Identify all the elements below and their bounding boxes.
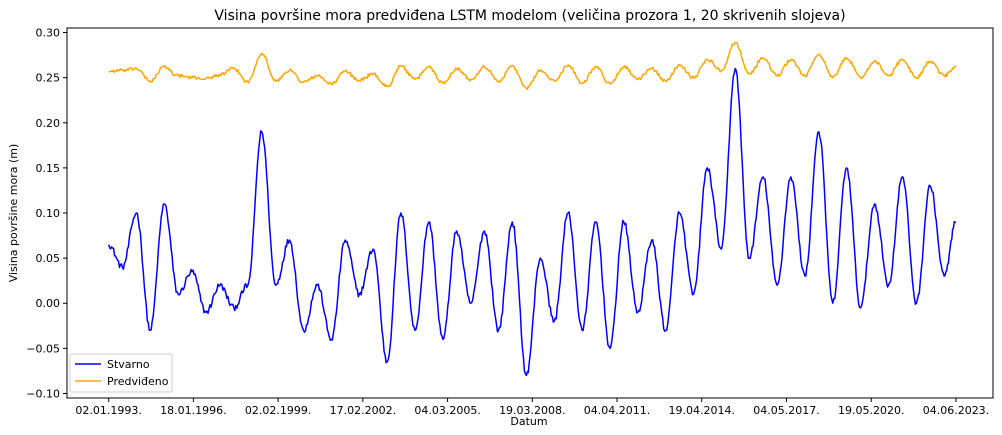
series-layer bbox=[107, 41, 957, 377]
x-tick-label: 19.03.2008. bbox=[499, 404, 565, 417]
plot-background bbox=[67, 28, 993, 398]
legend-label-predvideno: Predviđeno bbox=[107, 375, 169, 388]
chart-title: Visina površine mora predviđena LSTM mod… bbox=[214, 8, 845, 24]
y-tick-label: 0.10 bbox=[36, 207, 61, 220]
y-tick-label: 0.00 bbox=[36, 297, 61, 310]
y-axis: −0.10 −0.05 0.00 0.05 0.10 0.15 0.20 0.25 0.30 bbox=[26, 27, 67, 400]
legend-label-stvarno: Stvarno bbox=[107, 358, 150, 371]
y-tick-label: 0.20 bbox=[36, 117, 61, 130]
y-tick-label: −0.10 bbox=[26, 387, 60, 400]
x-tick-label: 04.03.2005. bbox=[414, 404, 480, 417]
x-axis-title: Datum bbox=[510, 415, 547, 428]
x-tick-label: 17.02.2002. bbox=[330, 404, 396, 417]
y-tick-label: 0.05 bbox=[36, 252, 61, 265]
plot-area bbox=[67, 28, 993, 398]
x-tick-label: 04.05.2017. bbox=[753, 404, 819, 417]
series-line-stvarno bbox=[107, 67, 957, 377]
y-tick-label: −0.05 bbox=[26, 342, 60, 355]
y-tick-label: 0.30 bbox=[36, 27, 61, 40]
series-line-predvideno bbox=[108, 41, 957, 91]
y-tick-label: 0.25 bbox=[36, 72, 61, 85]
x-tick-label: 02.01.1993. bbox=[75, 404, 141, 417]
x-tick-label: 19.04.2014. bbox=[669, 404, 735, 417]
y-axis-title: Visina površine mora (m) bbox=[7, 144, 20, 283]
x-tick-label: 04.04.2011. bbox=[584, 404, 650, 417]
x-tick-label: 19.05.2020. bbox=[838, 404, 904, 417]
x-tick-label: 02.02.1999. bbox=[245, 404, 311, 417]
x-tick-label: 18.01.1996. bbox=[160, 404, 226, 417]
x-tick-label: 04.06.2023. bbox=[923, 404, 989, 417]
y-tick-label: 0.15 bbox=[36, 162, 61, 175]
legend: Stvarno Predviđeno bbox=[69, 353, 173, 393]
x-axis: 02.01.1993. 18.01.1996. 02.02.1999. 17.02.2… bbox=[75, 398, 989, 417]
